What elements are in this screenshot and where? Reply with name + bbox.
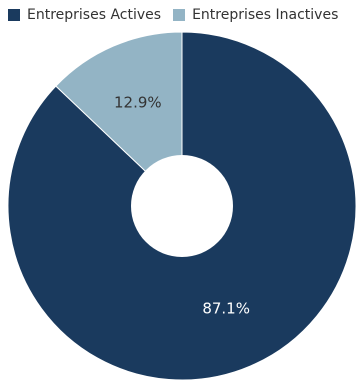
- slice-inactive[interactable]: [55, 31, 183, 208]
- legend: Entreprises Actives Entreprises Inactive…: [8, 5, 350, 25]
- legend-swatch-inactive: [173, 9, 186, 21]
- slice-label-inactive: 12.9%: [114, 94, 162, 112]
- legend-label-inactive: Entreprises Inactives: [192, 7, 339, 23]
- donut-hole: [131, 155, 233, 257]
- legend-item-active[interactable]: Entreprises Actives: [8, 7, 161, 23]
- legend-swatch-active: [8, 9, 20, 21]
- legend-item-inactive[interactable]: Entreprises Inactives: [173, 7, 338, 23]
- legend-label-active: Entreprises Actives: [27, 7, 162, 23]
- slice-label-active: 87.1%: [202, 299, 250, 317]
- slice-labels-group: 87.1% 12.9%: [114, 94, 250, 318]
